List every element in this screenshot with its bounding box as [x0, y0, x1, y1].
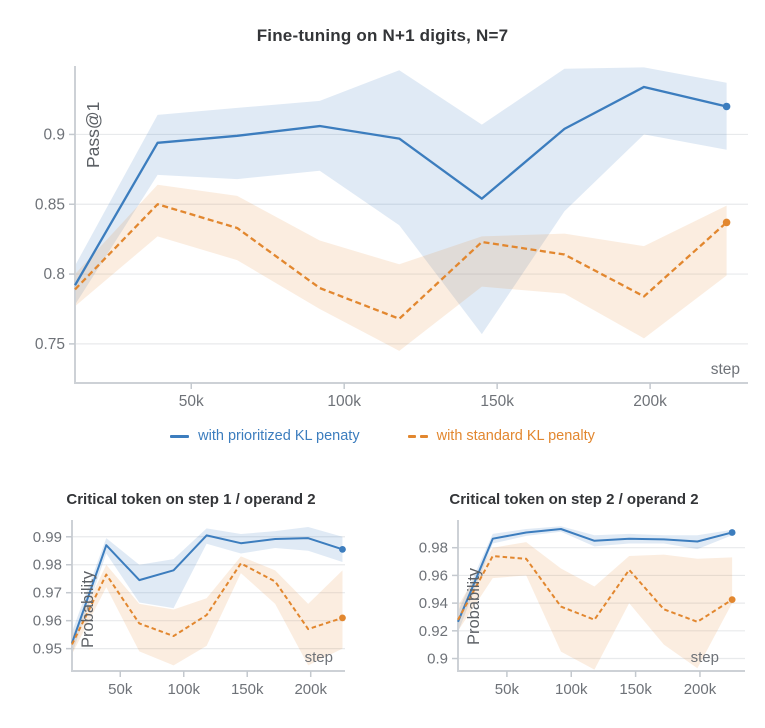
series-line	[457, 528, 733, 623]
subplot-left-title: Critical token on step 1 / operand 2	[66, 491, 316, 508]
confidence-band	[458, 542, 733, 670]
subplot-step2-operand2: Critical token on step 2 / operand 2 50k…	[383, 480, 765, 728]
x-axis-label: step	[305, 649, 333, 666]
y-tick-label: 0.8	[43, 266, 65, 283]
series-end-dot	[728, 596, 736, 604]
legend-label-prioritized-kl: with prioritized KL penaty	[198, 428, 360, 444]
x-tick-label: 100k	[555, 681, 588, 698]
y-tick-label: 0.97	[33, 585, 62, 602]
legend-item-standard-kl: with standard KL penalty	[407, 428, 595, 444]
subplot-right-chart: 50k 100k 150k 200k 0.98 0.96 0.94 0.92 0.9 step Pr…	[419, 520, 745, 698]
series-end-dot	[722, 218, 731, 227]
y-axis-label: Probability	[79, 570, 97, 648]
y-tick-label: 0.98	[419, 540, 448, 557]
legend: with prioritized KL penaty with standard…	[0, 428, 765, 444]
series-line	[74, 203, 728, 320]
subplot-left-chart: 50k 100k 150k 200k 0.99 0.98 0.97 0.96 0.95 step P…	[33, 520, 346, 698]
x-tick-label: 150k	[480, 393, 514, 410]
x-tick-label: 200k	[633, 393, 667, 410]
y-tick-label: 0.92	[419, 623, 448, 640]
y-tick-label: 0.96	[33, 613, 62, 630]
x-tick-label: 50k	[495, 681, 520, 698]
series-line	[71, 562, 343, 645]
y-tick-label: 0.98	[33, 557, 62, 574]
y-tick-label: 0.9	[427, 651, 448, 668]
dashed-line-swatch	[407, 434, 428, 438]
confidence-band	[75, 67, 727, 335]
confidence-band	[72, 556, 343, 666]
x-axis-label: step	[711, 361, 740, 378]
subplot-right-title: Critical token on step 2 / operand 2	[449, 491, 699, 508]
series-end-dot	[728, 529, 736, 536]
series-line	[71, 534, 343, 644]
x-tick-label: 100k	[167, 681, 200, 698]
y-tick-label: 0.95	[33, 641, 62, 658]
x-tick-label: 150k	[231, 681, 264, 698]
x-axis-label: step	[691, 649, 719, 666]
y-tick-label: 0.99	[33, 529, 62, 546]
y-tick-label: 0.75	[35, 336, 65, 353]
main-chart: 50k 100k 150k 200k 0.9 0.85 0.8 0.75 step Pass@1	[35, 66, 748, 410]
y-axis-label: Probability	[465, 567, 483, 645]
x-tick-label: 200k	[684, 681, 717, 698]
series-line	[74, 85, 727, 286]
y-tick-label: 0.85	[35, 196, 65, 213]
legend-item-prioritized-kl: with prioritized KL penaty	[170, 428, 360, 444]
y-axis-label: Pass@1	[83, 102, 103, 168]
y-tick-label: 0.94	[419, 595, 448, 612]
confidence-band	[75, 184, 727, 351]
confidence-band	[458, 526, 733, 633]
y-tick-label: 0.96	[419, 567, 448, 584]
series-end-dot	[339, 614, 346, 622]
y-tick-label: 0.9	[43, 126, 65, 143]
legend-label-standard-kl: with standard KL penalty	[436, 428, 595, 444]
x-tick-label: 50k	[179, 393, 204, 410]
x-tick-label: 200k	[294, 681, 327, 698]
series-end-dot	[339, 545, 346, 553]
solid-line-swatch	[170, 434, 190, 438]
x-tick-label: 100k	[327, 393, 361, 410]
figure-title: Fine-tuning on N+1 digits, N=7	[256, 26, 509, 45]
series-end-dot	[722, 102, 731, 111]
x-tick-label: 150k	[619, 681, 652, 698]
subplot-step1-operand2: Critical token on step 1 / operand 2 50k…	[0, 480, 382, 728]
series-line	[457, 555, 733, 623]
x-tick-label: 50k	[108, 681, 133, 698]
